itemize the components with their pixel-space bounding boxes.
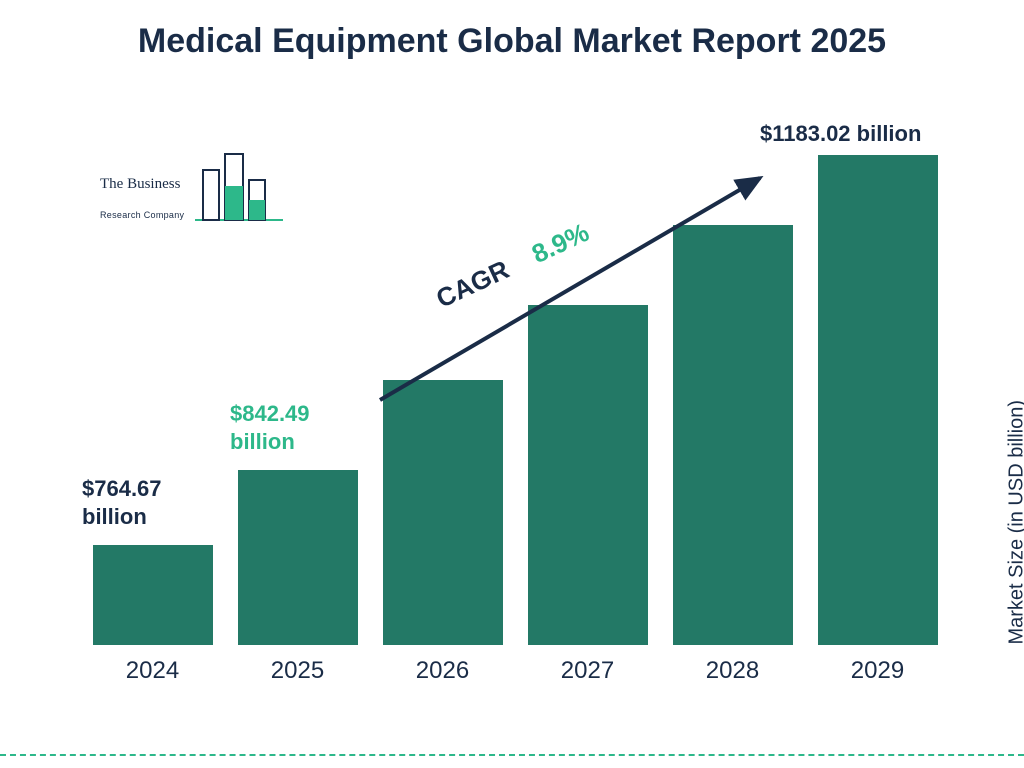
chart-title: Medical Equipment Global Market Report 2… [0,20,1024,63]
bar-value-label: $764.67billion [82,475,162,530]
bar-value-label: $1183.02 billion [760,120,921,148]
x-axis-labels: 202420252026202720282029 [80,657,950,685]
bar [673,225,793,645]
bar [818,155,938,645]
bar-column [228,470,368,645]
bar-column [83,545,223,645]
bars-container [80,130,950,645]
x-tick-label: 2027 [518,657,658,685]
bar-chart: 202420252026202720282029 [80,130,950,690]
x-tick-label: 2024 [83,657,223,685]
y-axis-label: Market Size (in USD billion) [1006,400,1024,645]
x-tick-label: 2029 [808,657,948,685]
bar-column [663,225,803,645]
bar [383,380,503,645]
bar [238,470,358,645]
bar-column [373,380,513,645]
x-tick-label: 2028 [663,657,803,685]
bar [528,305,648,645]
bar-column [518,305,658,645]
bar-column [808,155,948,645]
bar [93,545,213,645]
footer-dashed-line [0,754,1024,756]
x-tick-label: 2025 [228,657,368,685]
bar-value-label: $842.49billion [230,400,310,455]
x-tick-label: 2026 [373,657,513,685]
